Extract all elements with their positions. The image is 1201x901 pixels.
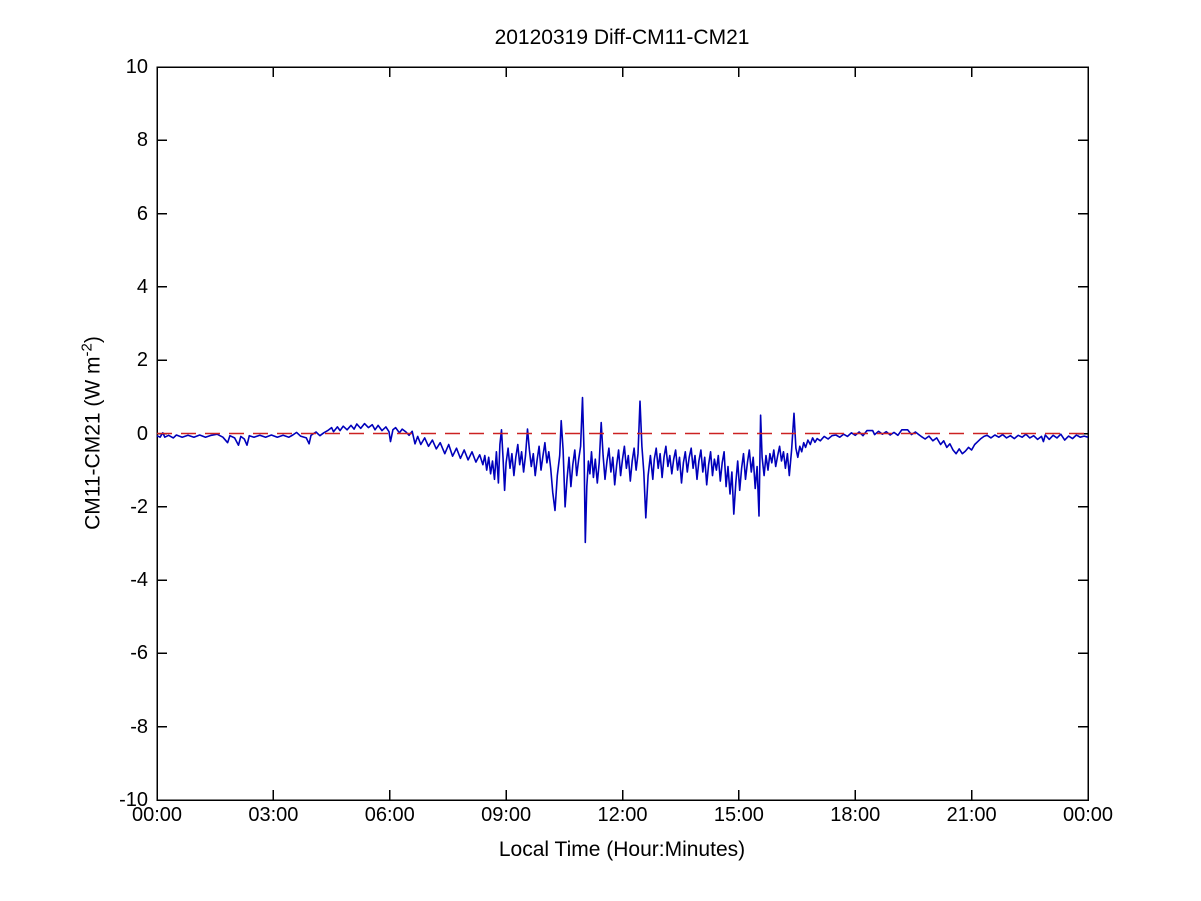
x-tick-label: 00:00: [131, 804, 183, 826]
y-tick-label: -6: [130, 642, 148, 665]
y-tick-label: 8: [136, 129, 148, 152]
diff-cm11-cm21-line: [156, 396, 1089, 544]
y-tick-label: 0: [136, 422, 148, 445]
y-tick-label: -4: [130, 569, 148, 592]
x-tick-label: 15:00: [713, 804, 764, 826]
x-tick-label: 21:00: [946, 804, 997, 826]
y-tick-label: 4: [136, 275, 148, 298]
y-tick-label: 10: [125, 56, 148, 78]
x-tick-label: 12:00: [597, 804, 648, 826]
x-tick-label: 18:00: [830, 804, 881, 826]
x-tick-label: 00:00: [1062, 804, 1114, 826]
y-tick-label: -10: [119, 789, 148, 811]
chart-title: 20120319 Diff-CM11-CM21: [494, 26, 750, 49]
y-tick-label: 6: [136, 202, 148, 225]
x-tick-label: 09:00: [481, 804, 532, 826]
y-tick-label: -2: [130, 495, 148, 518]
x-axis-label: Local Time (Hour:Minutes): [498, 838, 746, 861]
x-tick-label: 03:00: [248, 804, 299, 826]
y-tick-label: 2: [136, 349, 148, 372]
x-tick-label: 06:00: [364, 804, 415, 826]
y-tick-label: -8: [130, 715, 148, 738]
